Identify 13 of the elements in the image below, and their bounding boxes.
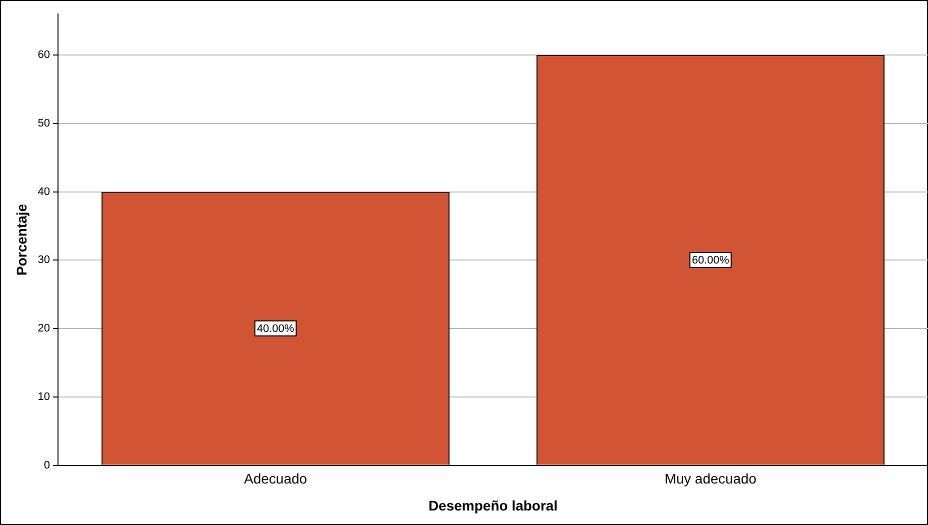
x-axis-title: Desempeño laboral bbox=[428, 497, 558, 514]
y-tick-label: 60 bbox=[38, 49, 50, 62]
y-axis-title: Porcentaje bbox=[13, 204, 30, 276]
y-tick-label: 40 bbox=[38, 186, 50, 198]
x-tick-label: Adecuado bbox=[244, 470, 308, 487]
y-tick-label: 30 bbox=[38, 254, 50, 266]
y-tick-label: 20 bbox=[38, 322, 50, 335]
y-tick-label: 10 bbox=[38, 391, 50, 404]
data-label: 40.00% bbox=[256, 322, 294, 335]
x-tick-label: Muy adecuado bbox=[664, 470, 757, 487]
y-tick-label: 50 bbox=[38, 117, 50, 130]
data-label: 60.00% bbox=[692, 254, 730, 266]
y-tick-label: 0 bbox=[44, 459, 50, 472]
